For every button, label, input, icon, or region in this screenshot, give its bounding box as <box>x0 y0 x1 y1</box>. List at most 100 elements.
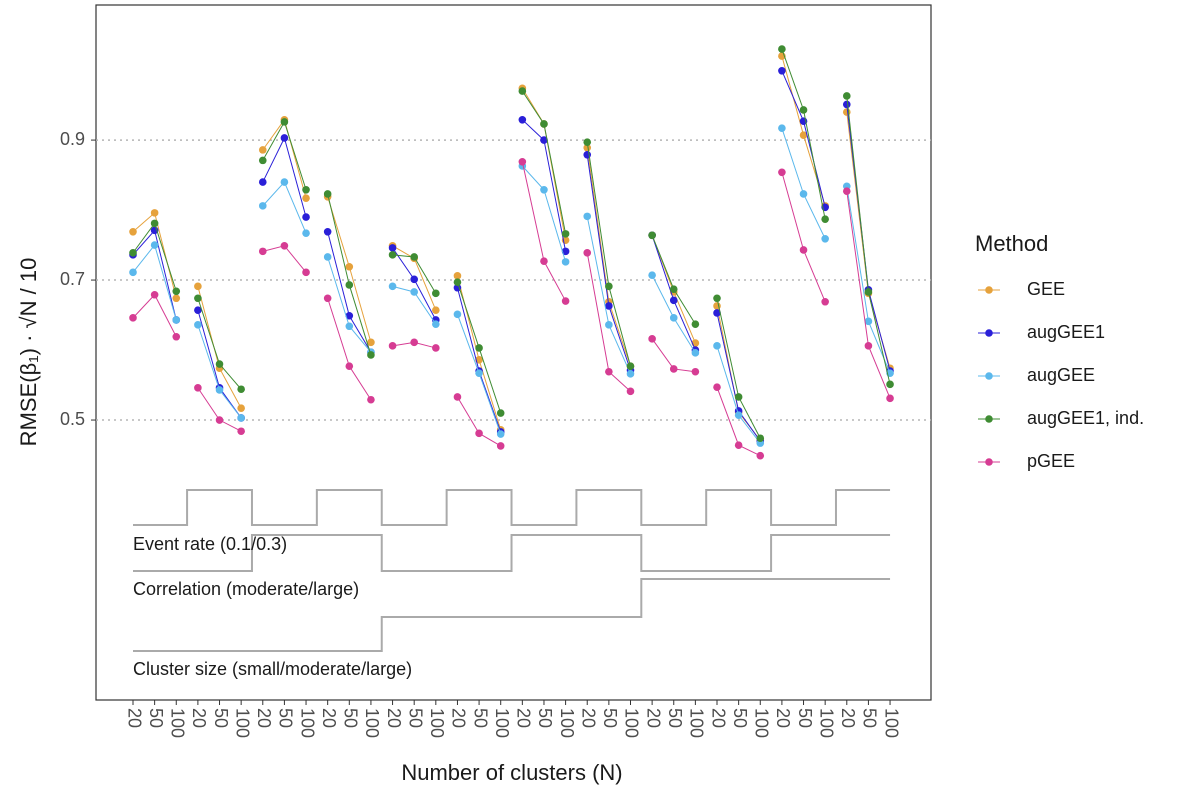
data-point <box>150 290 159 299</box>
x-tick-label: 100 <box>687 708 707 738</box>
data-point <box>453 283 462 292</box>
data-point <box>734 441 743 450</box>
data-point <box>626 387 635 396</box>
data-point <box>540 136 548 144</box>
legend-swatch <box>985 329 993 337</box>
x-tick-label: 20 <box>254 708 274 728</box>
x-tick-label: 50 <box>535 708 555 728</box>
event-rate-step <box>133 489 891 526</box>
data-point <box>540 257 548 265</box>
data-point <box>302 213 310 221</box>
data-point <box>886 394 894 403</box>
correlation-step <box>133 534 891 572</box>
data-point <box>475 429 483 438</box>
x-tick-label: 100 <box>881 708 901 738</box>
data-point <box>129 268 137 277</box>
data-point <box>302 185 310 194</box>
data-point <box>821 234 829 243</box>
data-point <box>605 321 613 329</box>
data-point <box>799 190 808 198</box>
x-tick-label: 100 <box>427 708 447 738</box>
x-tick-label: 50 <box>211 708 231 728</box>
legend-label: augGEE <box>1027 365 1095 385</box>
data-point <box>367 351 375 359</box>
data-point <box>280 134 289 142</box>
legend-label: GEE <box>1027 279 1065 299</box>
data-point <box>756 451 765 460</box>
factor-label: Correlation (moderate/large) <box>133 579 359 599</box>
data-point <box>194 282 202 291</box>
data-point <box>237 414 245 422</box>
data-point <box>258 247 267 256</box>
data-point <box>215 386 224 394</box>
data-point <box>410 288 418 296</box>
x-tick-label: 50 <box>470 708 490 728</box>
data-point <box>194 294 202 303</box>
data-point <box>799 131 808 139</box>
data-point <box>388 282 397 291</box>
data-point <box>237 427 245 436</box>
x-tick-label: 100 <box>232 708 252 738</box>
data-point <box>583 138 592 146</box>
data-point <box>302 194 310 202</box>
data-point <box>475 344 483 352</box>
data-point <box>194 321 202 329</box>
x-tick-label: 50 <box>276 708 296 728</box>
data-point <box>129 248 137 257</box>
data-point <box>172 287 181 296</box>
data-point <box>280 241 289 250</box>
x-tick-label: 50 <box>600 708 620 728</box>
series-line <box>132 293 177 337</box>
x-tick-label: 20 <box>384 708 404 728</box>
data-point <box>778 168 786 177</box>
data-point <box>302 229 310 237</box>
data-point <box>605 367 613 376</box>
series-line <box>132 243 177 321</box>
legend-swatch <box>985 286 993 294</box>
data-point <box>258 202 267 210</box>
data-point <box>821 297 829 306</box>
data-point <box>453 272 462 280</box>
x-tick-label: 20 <box>124 708 144 728</box>
x-tick-label: 50 <box>795 708 815 728</box>
data-point <box>194 306 202 314</box>
series-line <box>521 165 567 263</box>
data-point <box>367 338 375 347</box>
legend-label: augGEE1, ind. <box>1027 408 1144 428</box>
data-point <box>432 306 440 314</box>
data-point <box>669 296 678 305</box>
x-tick-label: 50 <box>405 708 425 728</box>
data-point <box>561 297 570 305</box>
legend-swatch <box>985 372 993 380</box>
data-point <box>691 349 700 357</box>
x-tick-label: 20 <box>578 708 598 728</box>
x-tick-label: 20 <box>643 708 663 728</box>
series-line <box>457 396 501 447</box>
data-point <box>237 404 245 412</box>
data-point <box>583 212 592 221</box>
data-point <box>691 320 700 328</box>
x-tick-label: 50 <box>730 708 750 728</box>
legend-swatch <box>985 458 993 466</box>
x-tick-label: 20 <box>514 708 534 728</box>
series-line <box>262 245 307 273</box>
data-point <box>518 157 527 166</box>
x-tick-label: 100 <box>362 708 382 738</box>
data-point <box>475 369 483 377</box>
data-point <box>842 108 851 116</box>
x-tick-label: 50 <box>146 708 166 728</box>
data-point <box>129 314 137 322</box>
data-point <box>215 360 224 368</box>
data-point <box>864 342 873 350</box>
data-point <box>150 241 159 249</box>
data-point <box>756 434 765 443</box>
x-tick-label: 100 <box>622 708 642 738</box>
data-point <box>345 281 354 289</box>
data-point <box>691 367 700 376</box>
data-point <box>345 311 354 320</box>
data-point <box>626 362 635 370</box>
panel <box>95 4 932 701</box>
data-point <box>410 275 418 284</box>
data-point <box>258 146 267 154</box>
